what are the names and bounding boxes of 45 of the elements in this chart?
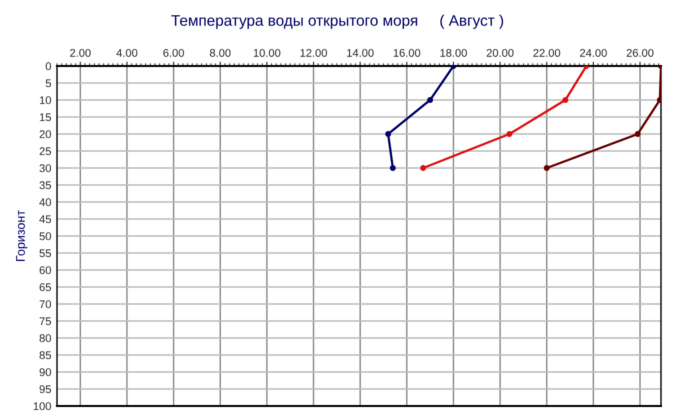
x-tick-label: 10.00: [254, 48, 280, 57]
y-tick-label: 55: [40, 249, 51, 258]
y-tick-label: 0: [46, 62, 52, 70]
x-tick-label: 20.00: [486, 48, 514, 57]
point: [427, 97, 434, 103]
y-tick-label: 15: [40, 113, 51, 122]
point: [506, 131, 512, 137]
x-tick-label: 2.00: [70, 48, 91, 57]
x-tick-label: 16.00: [394, 48, 420, 57]
y-tick-label: 40: [39, 198, 52, 206]
chart-title: Температура воды открытого моря ( Август ): [171, 14, 504, 29]
x-tick-label: 24.00: [580, 48, 607, 57]
y-tick-label: 100: [34, 402, 52, 410]
y-tick-label: 20: [40, 130, 52, 138]
point: [385, 131, 392, 137]
x-tick-label: 8.00: [210, 48, 231, 57]
y-tick-label: 85: [40, 351, 51, 360]
y-axis-title: Горизонт: [16, 210, 28, 261]
y-tick-label: 35: [40, 181, 51, 190]
y-tick-label: 70: [40, 300, 52, 308]
y-tick-label: 60: [40, 266, 52, 274]
y-tick-label: 75: [40, 317, 51, 326]
y-tick-label: 45: [39, 215, 51, 224]
x-tick-label: 18.00: [440, 48, 467, 57]
point: [562, 97, 568, 103]
y-tick-label: 25: [40, 147, 51, 156]
y-tick-label: 95: [40, 385, 51, 394]
y-tick-label: 50: [40, 232, 52, 240]
point: [420, 165, 426, 171]
point: [634, 131, 641, 137]
point: [656, 97, 661, 103]
y-tick-label: 5: [46, 79, 51, 88]
point: [544, 165, 550, 171]
x-tick-label: 14.00: [347, 48, 374, 57]
y-tick-label: 10: [40, 96, 52, 104]
x-tick-label: 4.00: [116, 48, 138, 57]
x-tick-label: 26.00: [626, 48, 654, 57]
y-tick-label: 65: [40, 283, 51, 292]
y-tick-label: 80: [40, 334, 52, 342]
x-tick-label: 6.00: [163, 48, 184, 57]
y-tick-label: 90: [40, 368, 52, 376]
x-tick-label: 22.00: [533, 48, 560, 57]
point: [390, 165, 396, 171]
y-tick-label: 30: [40, 164, 52, 172]
x-tick-label: 12.00: [300, 48, 327, 57]
